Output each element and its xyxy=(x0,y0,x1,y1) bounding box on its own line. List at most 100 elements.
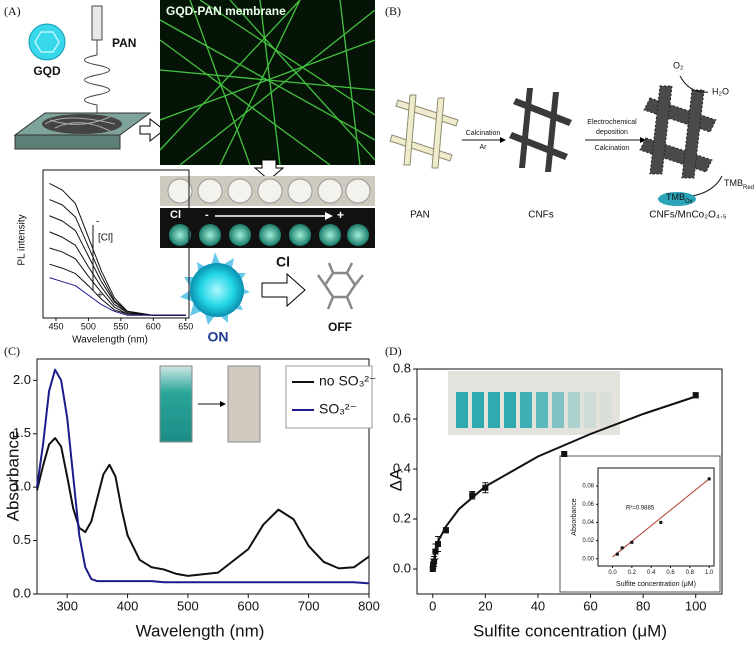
panel-label: (B) xyxy=(385,4,401,18)
data-point xyxy=(482,484,489,491)
on-dot xyxy=(180,252,250,325)
arrow xyxy=(640,137,646,143)
data-point xyxy=(442,527,449,534)
membrane-photo xyxy=(159,0,376,166)
y-tick-label: 0.06 xyxy=(582,502,594,508)
vials-photo xyxy=(160,176,375,248)
step-label: Calcination xyxy=(466,130,501,137)
tmb-ox-base: TMB xyxy=(666,192,685,202)
step-label: deposition xyxy=(596,129,628,136)
data-point xyxy=(435,541,442,547)
tmb-red: TMBRed xyxy=(724,178,754,190)
arrow xyxy=(253,159,285,181)
x-tick-label: 1.0 xyxy=(705,570,714,576)
line-series xyxy=(36,437,370,577)
x-tick-label: 400 xyxy=(117,599,139,614)
arrow xyxy=(261,272,306,308)
y-tick-label: 0.6 xyxy=(393,410,411,425)
tmb-ox-sub: Ox xyxy=(685,199,693,205)
legend-box xyxy=(285,365,373,429)
y-tick-label: 0.0 xyxy=(393,560,411,575)
off-dot xyxy=(316,262,364,310)
o2-label: O₂ xyxy=(673,60,684,70)
step-label: Calcination xyxy=(595,145,630,152)
x-tick-label: 40 xyxy=(531,599,545,614)
tubes-photo xyxy=(448,371,620,435)
x-tick-label: 100 xyxy=(685,599,707,614)
plot-frame xyxy=(597,467,715,567)
arrow xyxy=(139,117,165,143)
annotation: R²=0.9885 xyxy=(626,506,655,512)
arrow xyxy=(679,75,709,93)
x-axis-label: Sulfite concentration (μM) xyxy=(616,581,696,588)
x-tick-label: 650 xyxy=(178,322,193,332)
y-axis-label: PL intensity xyxy=(17,214,28,265)
x-tick-label: 0 xyxy=(429,599,436,614)
panel-label: (D) xyxy=(385,344,402,358)
legend-label: no SO₃²⁻ xyxy=(319,373,376,389)
x-tick-label: 450 xyxy=(48,322,63,332)
x-tick-label: 0.8 xyxy=(686,570,695,576)
x-tick-label: 800 xyxy=(358,599,380,614)
step-label: Ar xyxy=(480,144,488,151)
y-axis-label: Absorbance xyxy=(571,498,578,535)
tmb-ox: TMBOx xyxy=(666,192,693,204)
fit-line xyxy=(612,478,710,558)
line-series xyxy=(36,368,370,585)
y-axis-label: ΔA xyxy=(386,468,405,491)
y-tick-label: 0.2 xyxy=(393,510,411,525)
pl-annotation: [Cl] xyxy=(98,233,113,244)
line-series xyxy=(49,277,186,316)
x-tick-label: 600 xyxy=(237,599,259,614)
line-series xyxy=(49,263,186,316)
step-label: Electrochemical xyxy=(587,119,637,126)
data-point xyxy=(620,546,624,550)
x-tick-label: 0.4 xyxy=(647,570,656,576)
data-point xyxy=(469,492,476,499)
x-tick-label: 20 xyxy=(478,599,492,614)
tmb-red-base: TMB xyxy=(724,178,743,188)
off-label: OFF xyxy=(328,320,352,334)
cnfs-label: CNFs xyxy=(528,210,554,221)
data-point xyxy=(659,520,663,524)
plot-frame xyxy=(36,358,370,595)
y-tick-label: 0.08 xyxy=(582,484,594,490)
y-tick-label: 1.0 xyxy=(13,479,31,494)
inset-frame xyxy=(559,455,721,593)
vial-minus: - xyxy=(205,209,209,221)
plot-frame xyxy=(416,368,723,595)
x-tick-label: 500 xyxy=(81,322,96,332)
y-tick-label: 0.02 xyxy=(582,538,594,544)
arrow xyxy=(500,137,506,143)
gqd-label: GQD xyxy=(33,64,61,78)
y-tick-label: 0.04 xyxy=(582,520,594,526)
arrow xyxy=(691,175,723,197)
membrane-label: GQD-PAN membrane xyxy=(166,4,286,18)
vial-plus: + xyxy=(337,208,344,222)
x-tick-label: 300 xyxy=(56,599,78,614)
y-tick-label: 0.0 xyxy=(13,585,31,600)
x-tick-label: 0.2 xyxy=(628,570,637,576)
y-tick-label: 0.00 xyxy=(582,556,594,562)
x-tick-label: 700 xyxy=(298,599,320,614)
gqd-icon xyxy=(28,23,66,61)
product-label: CNFs/MnCo₂O₄.₅ xyxy=(649,210,727,221)
y-tick-label: 2.0 xyxy=(13,372,31,387)
pan-label: PAN xyxy=(112,36,136,50)
x-tick-label: 500 xyxy=(177,599,199,614)
data-point xyxy=(615,552,619,556)
h2o-label: H₂O xyxy=(712,86,729,96)
legend-label: SO₃²⁻ xyxy=(319,401,357,417)
x-axis-label: Wavelength (nm) xyxy=(72,335,148,346)
x-tick-label: 0.0 xyxy=(608,570,617,576)
cuvette-photos xyxy=(159,365,261,443)
x-axis-label: Wavelength (nm) xyxy=(136,621,265,640)
cnf-fibers xyxy=(509,88,572,172)
pan-label: PAN xyxy=(410,210,430,221)
panel-label: (C) xyxy=(4,344,20,358)
y-tick-label: 0.4 xyxy=(393,460,411,475)
data-point xyxy=(431,558,438,565)
x-axis-label: Sulfite concentration (μM) xyxy=(473,621,667,640)
